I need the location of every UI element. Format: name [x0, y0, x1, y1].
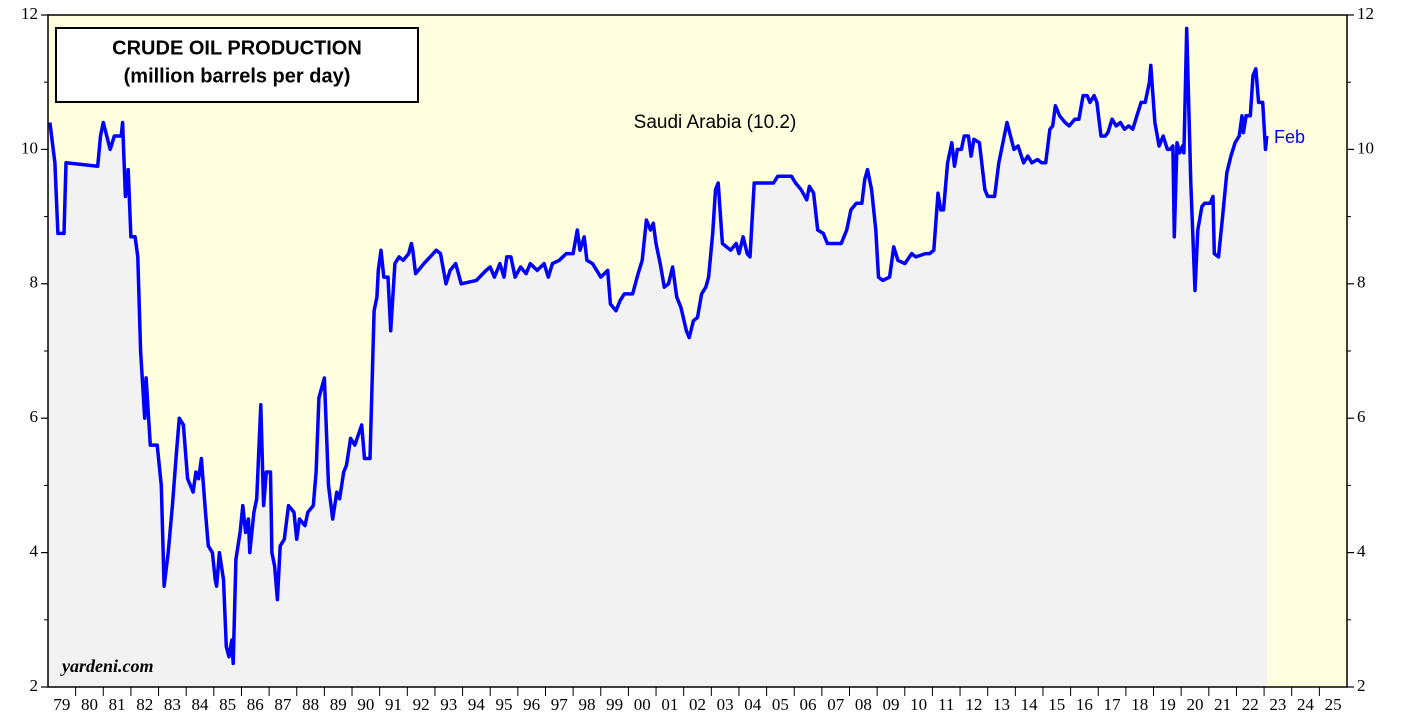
x-tick-label: 09: [882, 695, 899, 714]
chart-title: CRUDE OIL PRODUCTION: [112, 37, 362, 59]
x-tick-label: 25: [1325, 695, 1342, 714]
y-tick-label: 6: [30, 407, 39, 426]
title-box: [55, 27, 419, 103]
x-tick-label: 82: [136, 695, 153, 714]
x-tick-label: 22: [1242, 695, 1259, 714]
x-tick-label: 84: [192, 695, 210, 714]
x-tick-label: 07: [827, 695, 845, 714]
y2-tick-label: 6: [1357, 407, 1366, 426]
x-tick-label: 19: [1159, 695, 1176, 714]
x-tick-label: 81: [109, 695, 126, 714]
x-tick-label: 99: [606, 695, 623, 714]
y-tick-label: 4: [30, 542, 39, 561]
area-fill: [48, 28, 1267, 687]
annotation: Saudi Arabia (10.2): [634, 112, 797, 133]
x-tick-label: 08: [855, 695, 872, 714]
source: yardeni.com: [60, 656, 154, 676]
x-tick-label: 17: [1104, 695, 1122, 714]
line: [48, 26, 1269, 666]
x-tick-label: 16: [1076, 695, 1093, 714]
y-tick-label: 2: [30, 676, 39, 695]
x-tick-label: 06: [800, 695, 817, 714]
x-tick-label: 95: [496, 695, 513, 714]
x-tick-label: 93: [440, 695, 457, 714]
x-tick-label: 91: [385, 695, 402, 714]
x-tick-label: 86: [247, 695, 264, 714]
chart-subtitle: (million barrels per day): [124, 65, 351, 87]
x-tick-label: 79: [53, 695, 70, 714]
x-tick-label: 92: [413, 695, 430, 714]
x-tick-label: 05: [772, 695, 789, 714]
x-tick-label: 87: [274, 695, 292, 714]
x-tick-label: 89: [330, 695, 347, 714]
x-tick-label: 96: [523, 695, 540, 714]
x-tick-label: 12: [965, 695, 982, 714]
x-tick-label: 10: [910, 695, 927, 714]
x-tick-label: 18: [1131, 695, 1148, 714]
x-tick-label: 85: [219, 695, 236, 714]
x-tick-label: 94: [468, 695, 486, 714]
y2-tick-label: 10: [1357, 138, 1374, 157]
x-tick-label: 88: [302, 695, 319, 714]
x-tick-label: 23: [1269, 695, 1286, 714]
x-tick-label: 20: [1186, 695, 1203, 714]
x-tick-label: 11: [938, 695, 954, 714]
x-tick-label: 15: [1048, 695, 1065, 714]
x-tick-label: 00: [634, 695, 651, 714]
x-tick-label: 83: [164, 695, 181, 714]
x-tick-label: 01: [661, 695, 678, 714]
x-tick-label: 04: [744, 695, 762, 714]
y-tick-label: 12: [21, 4, 38, 23]
x-tick-label: 98: [578, 695, 595, 714]
x-tick-label: 24: [1297, 695, 1315, 714]
x-tick-label: 02: [689, 695, 706, 714]
x-tick-label: 97: [551, 695, 569, 714]
y-tick-label: 10: [21, 138, 38, 157]
y2-tick-label: 12: [1357, 4, 1374, 23]
y-tick-label: 8: [30, 273, 39, 292]
x-tick-label: 80: [81, 695, 98, 714]
y2-tick-label: 8: [1357, 273, 1366, 292]
x-tick-label: 03: [717, 695, 734, 714]
x-tick-label: 13: [993, 695, 1010, 714]
y2-tick-label: 4: [1357, 542, 1366, 561]
end-label: Feb: [1274, 127, 1305, 147]
y2-tick-label: 2: [1357, 676, 1366, 695]
x-tick-label: 14: [1021, 695, 1039, 714]
x-tick-label: 90: [357, 695, 374, 714]
x-tick-label: 21: [1214, 695, 1231, 714]
